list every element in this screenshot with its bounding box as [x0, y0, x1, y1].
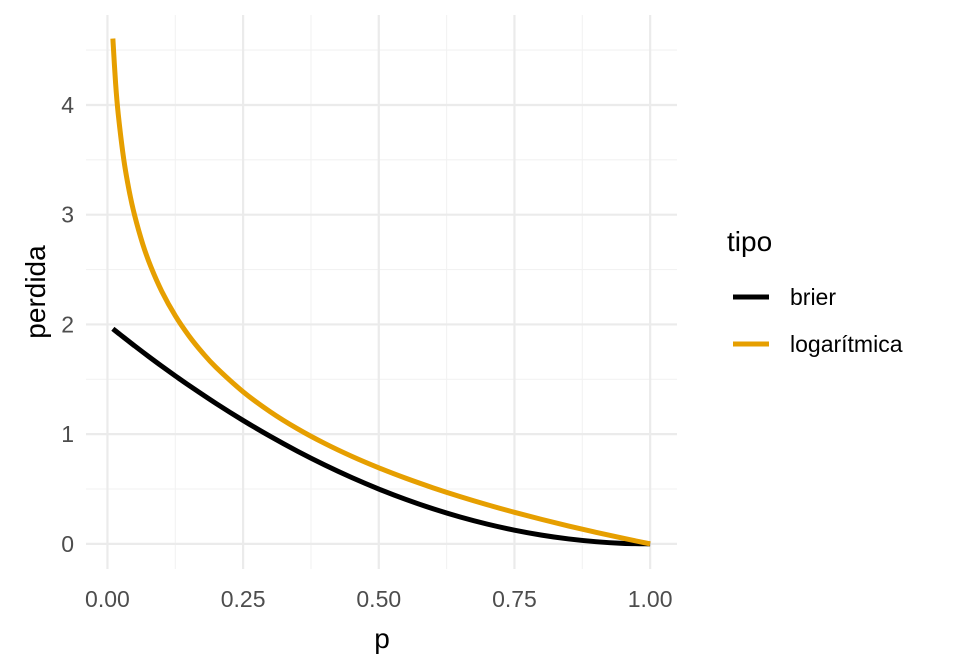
y-tick-label: 3 [61, 202, 74, 228]
y-tick-label: 1 [61, 421, 74, 447]
y-axis-ticks: 0 1 2 3 4 [61, 92, 74, 557]
legend-items: brier logarítmica [733, 284, 903, 357]
y-tick-label: 2 [61, 311, 74, 337]
legend: tipo brier logarítmica [727, 226, 903, 357]
y-tick-label: 4 [61, 92, 74, 118]
series-line-brier [111, 326, 651, 547]
x-tick-label: 1.00 [628, 586, 673, 612]
legend-title: tipo [727, 226, 772, 257]
x-tick-label: 0.00 [85, 586, 130, 612]
x-tick-label: 0.25 [221, 586, 266, 612]
minor-gridlines [86, 15, 677, 569]
plot-panel [86, 15, 677, 569]
x-tick-label: 0.50 [356, 586, 401, 612]
y-axis-title: perdida [20, 245, 51, 339]
legend-label-logaritmica: logarítmica [790, 331, 903, 357]
major-gridlines [86, 15, 677, 569]
series-line-logaritmica [110, 38, 651, 547]
legend-label-brier: brier [790, 284, 836, 310]
series-lines [110, 38, 651, 547]
x-axis-ticks: 0.00 0.25 0.50 0.75 1.00 [85, 586, 672, 612]
x-tick-label: 0.75 [492, 586, 537, 612]
y-tick-label: 0 [61, 531, 74, 557]
x-axis-title: p [374, 623, 390, 654]
